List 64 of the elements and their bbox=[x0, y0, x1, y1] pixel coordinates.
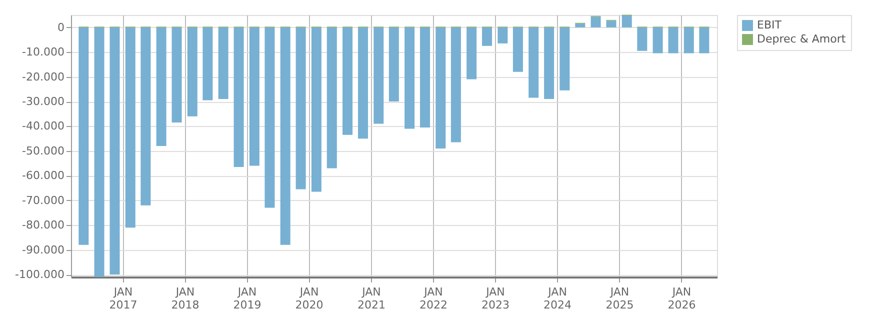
bar bbox=[187, 27, 198, 116]
bar bbox=[652, 27, 663, 54]
bar bbox=[512, 27, 523, 72]
bar bbox=[202, 27, 213, 100]
bar bbox=[156, 27, 166, 146]
bar bbox=[404, 27, 415, 129]
bar bbox=[296, 27, 306, 190]
x-tick-label: JAN 2022 bbox=[419, 286, 448, 312]
y-tick-label: -40.000 bbox=[22, 120, 64, 133]
y-tick-label: -100.000 bbox=[15, 268, 64, 282]
x-tick-label: JAN 2023 bbox=[482, 286, 510, 312]
bar bbox=[374, 27, 384, 124]
x-tick-label: JAN 2025 bbox=[606, 286, 634, 312]
bar bbox=[264, 27, 275, 208]
bar bbox=[311, 27, 322, 192]
bar bbox=[420, 27, 430, 128]
x-tick-label: JAN 2021 bbox=[357, 286, 386, 312]
bar bbox=[575, 24, 586, 28]
y-tick-label: -10.000 bbox=[22, 46, 64, 59]
bar bbox=[544, 27, 554, 100]
x-tick-label: JAN 2017 bbox=[109, 286, 138, 312]
x-tick-label: JAN 2019 bbox=[233, 286, 262, 312]
y-tick-label: 0 bbox=[58, 20, 64, 34]
x-tick-label: JAN 2018 bbox=[171, 286, 200, 312]
y-tick-label: -60.000 bbox=[22, 169, 64, 182]
bar bbox=[606, 20, 616, 28]
bar bbox=[388, 27, 399, 102]
bar bbox=[218, 27, 228, 100]
bar bbox=[326, 27, 337, 168]
bar bbox=[590, 16, 601, 28]
x-tick-label: JAN 2024 bbox=[544, 286, 572, 312]
bar bbox=[436, 27, 446, 148]
bar bbox=[172, 27, 182, 123]
y-tick-label: -50.000 bbox=[22, 144, 64, 158]
bar bbox=[94, 27, 104, 277]
bar bbox=[622, 15, 632, 28]
legend-label: EBIT bbox=[757, 18, 782, 32]
bar bbox=[668, 27, 678, 54]
legend-label: Deprec & Amort bbox=[757, 32, 846, 46]
bar bbox=[342, 27, 353, 135]
y-tick-label: -80.000 bbox=[22, 218, 64, 232]
bar bbox=[699, 27, 710, 54]
y-tick-label: -20.000 bbox=[22, 70, 64, 84]
y-tick-label: -90.000 bbox=[22, 243, 64, 256]
bar bbox=[140, 27, 151, 206]
y-tick-label: -30.000 bbox=[22, 95, 64, 108]
bar bbox=[528, 27, 539, 98]
y-tick-label: -70.000 bbox=[22, 194, 64, 207]
bar bbox=[466, 27, 477, 80]
bar bbox=[78, 27, 89, 245]
bar bbox=[637, 27, 648, 51]
bar bbox=[358, 27, 368, 139]
bar bbox=[125, 27, 136, 228]
bar bbox=[280, 27, 290, 245]
bar bbox=[450, 27, 461, 142]
bar bbox=[234, 27, 244, 168]
bar bbox=[684, 27, 694, 54]
x-tick-label: JAN 2026 bbox=[668, 286, 696, 312]
x-tick-label: JAN 2020 bbox=[295, 286, 324, 312]
bar bbox=[110, 27, 120, 275]
bar bbox=[249, 27, 260, 166]
bar bbox=[560, 27, 570, 90]
bar bbox=[498, 27, 508, 44]
bar bbox=[482, 27, 492, 46]
